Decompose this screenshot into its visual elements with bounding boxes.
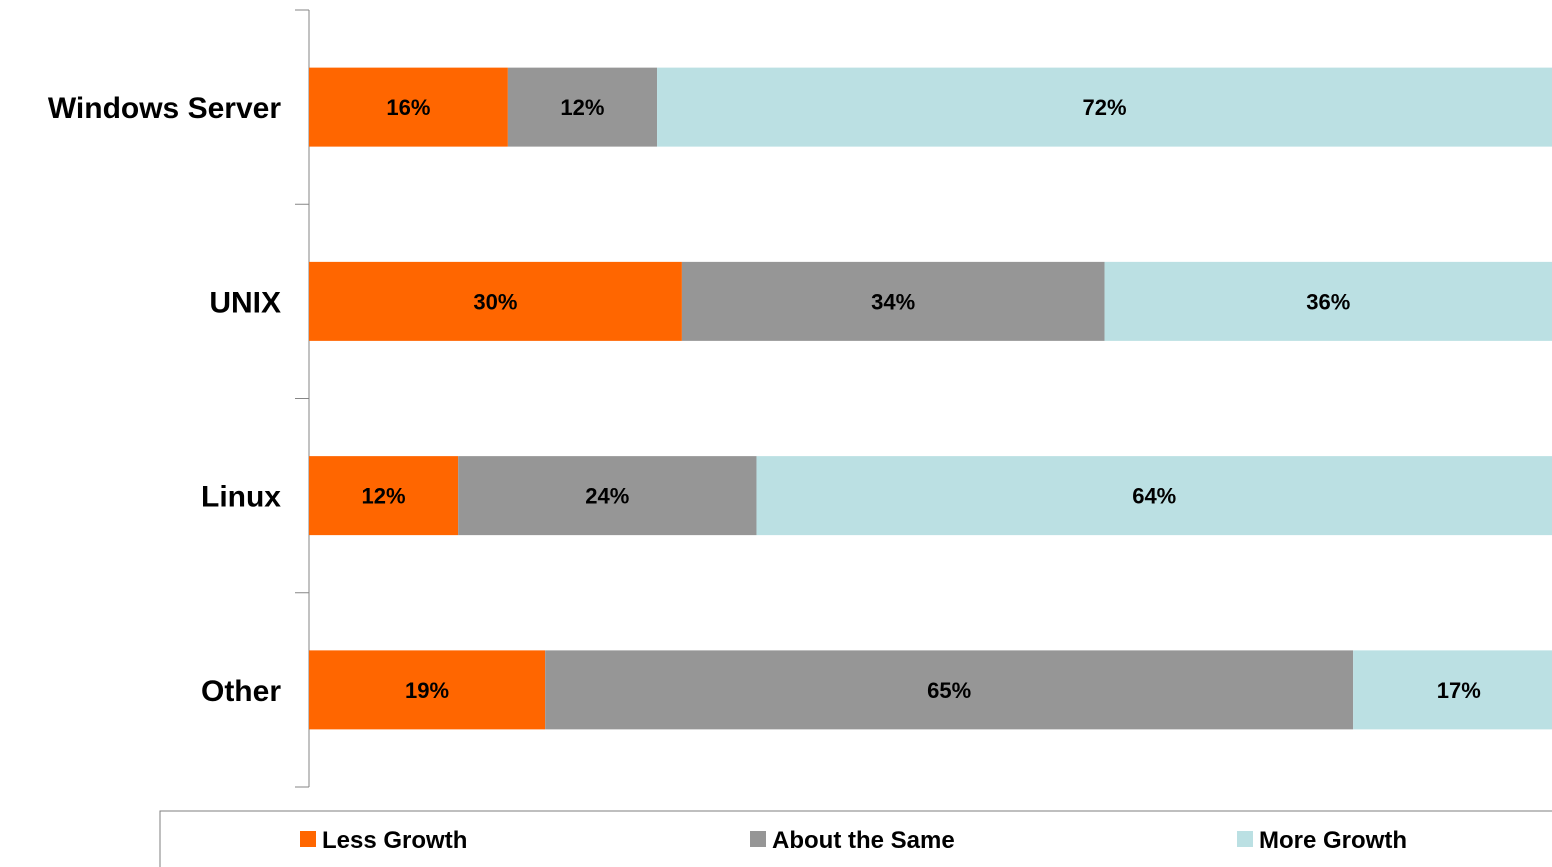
value-label-other-more-growth: 17% xyxy=(1437,678,1481,703)
bar-unix-about-the-same xyxy=(681,261,1105,341)
bar-other-more-growth xyxy=(1353,650,1552,730)
bar-other-less-growth xyxy=(309,650,546,730)
legend-label-about-the-same: About the Same xyxy=(772,827,955,854)
legend-swatch-less-growth xyxy=(300,831,316,847)
value-label-other-less-growth: 19% xyxy=(405,678,449,703)
value-label-unix-more-growth: 36% xyxy=(1306,289,1350,314)
legend: Less Growth About the Same More Growth xyxy=(159,810,1552,867)
value-label-unix-less-growth: 30% xyxy=(473,289,517,314)
value-label-other-about-the-same: 65% xyxy=(927,678,971,703)
bar-unix-more-growth xyxy=(1104,261,1552,341)
bar-linux-more-growth xyxy=(756,456,1552,536)
category-label-linux: Linux xyxy=(201,481,281,514)
value-label-windows-server-less-growth: 16% xyxy=(386,95,430,120)
category-label-unix: UNIX xyxy=(209,286,281,319)
value-label-linux-less-growth: 12% xyxy=(362,484,406,509)
bar-linux-less-growth xyxy=(309,456,459,536)
bar-linux-about-the-same xyxy=(458,456,757,536)
value-label-linux-more-growth: 64% xyxy=(1132,484,1176,509)
category-label-windows-server: Windows Server xyxy=(48,92,281,125)
bars xyxy=(309,67,1552,730)
legend-label-more-growth: More Growth xyxy=(1259,827,1407,854)
bar-windows-server-less-growth xyxy=(309,67,508,147)
value-labels: 16% 12% 72% 30% 34% 36% 12% 24% 64% 19% 65% 17% xyxy=(362,95,1481,703)
bar-windows-server-more-growth xyxy=(657,67,1552,147)
category-axis xyxy=(295,9,310,788)
legend-swatch-about-the-same xyxy=(750,831,766,847)
category-label-other: Other xyxy=(201,675,281,708)
legend-swatch-more-growth xyxy=(1237,831,1253,847)
legend-label-less-growth: Less Growth xyxy=(322,827,467,854)
legend-box xyxy=(159,810,1552,867)
bar-unix-less-growth xyxy=(309,261,682,341)
bar-other-about-the-same xyxy=(545,650,1354,730)
bar-windows-server-about-the-same xyxy=(507,67,658,147)
value-label-windows-server-about-the-same: 12% xyxy=(560,95,604,120)
value-label-unix-about-the-same: 34% xyxy=(871,289,915,314)
value-label-linux-about-the-same: 24% xyxy=(585,484,629,509)
value-label-windows-server-more-growth: 72% xyxy=(1082,95,1126,120)
category-labels: Windows Server UNIX Linux Other xyxy=(48,92,281,708)
